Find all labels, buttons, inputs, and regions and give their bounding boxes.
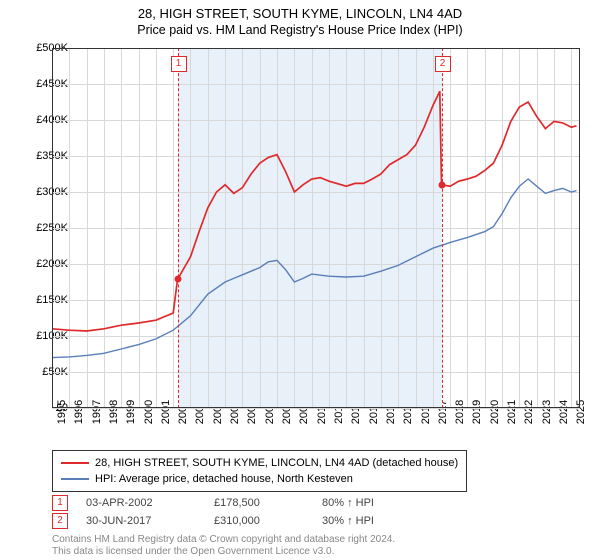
marker-dot-2 — [438, 181, 445, 188]
legend-swatch — [61, 462, 89, 464]
sale-hpi-delta: 80% ↑ HPI — [322, 494, 422, 512]
sale-hpi-delta: 30% ↑ HPI — [322, 512, 422, 530]
footnote: Contains HM Land Registry data © Crown c… — [52, 534, 395, 558]
title-subtitle: Price paid vs. HM Land Registry's House … — [0, 23, 600, 37]
footnote-line1: Contains HM Land Registry data © Crown c… — [52, 534, 395, 546]
line-series-svg — [52, 48, 580, 408]
title-block: 28, HIGH STREET, SOUTH KYME, LINCOLN, LN… — [0, 0, 600, 37]
marker-box-2: 2 — [435, 56, 451, 72]
marker-dot-1 — [174, 276, 181, 283]
sale-row-2: 2 30-JUN-2017 £310,000 30% ↑ HPI — [52, 512, 422, 530]
marker-box-1: 1 — [171, 56, 187, 72]
sale-marker-1: 1 — [52, 495, 68, 511]
plot-area: 12 — [52, 48, 580, 408]
legend-label: 28, HIGH STREET, SOUTH KYME, LINCOLN, LN… — [95, 455, 458, 471]
sale-marker-2: 2 — [52, 513, 68, 529]
legend-row: 28, HIGH STREET, SOUTH KYME, LINCOLN, LN… — [61, 455, 458, 471]
legend-row: HPI: Average price, detached house, Nort… — [61, 471, 458, 487]
sale-date: 03-APR-2002 — [86, 494, 196, 512]
sale-price: £178,500 — [214, 494, 304, 512]
chart-container: 28, HIGH STREET, SOUTH KYME, LINCOLN, LN… — [0, 0, 600, 560]
series-price_paid — [52, 91, 577, 331]
sale-row-1: 1 03-APR-2002 £178,500 80% ↑ HPI — [52, 494, 422, 512]
legend-label: HPI: Average price, detached house, Nort… — [95, 471, 353, 487]
sale-price: £310,000 — [214, 512, 304, 530]
sales-table: 1 03-APR-2002 £178,500 80% ↑ HPI 2 30-JUN-201… — [52, 494, 422, 530]
marker-line-1 — [178, 48, 179, 408]
marker-line-2 — [442, 48, 443, 408]
legend: 28, HIGH STREET, SOUTH KYME, LINCOLN, LN… — [52, 450, 467, 492]
legend-swatch — [61, 478, 89, 480]
sale-date: 30-JUN-2017 — [86, 512, 196, 530]
footnote-line2: This data is licensed under the Open Gov… — [52, 546, 395, 558]
series-hpi — [52, 179, 577, 358]
title-address: 28, HIGH STREET, SOUTH KYME, LINCOLN, LN… — [0, 6, 600, 21]
